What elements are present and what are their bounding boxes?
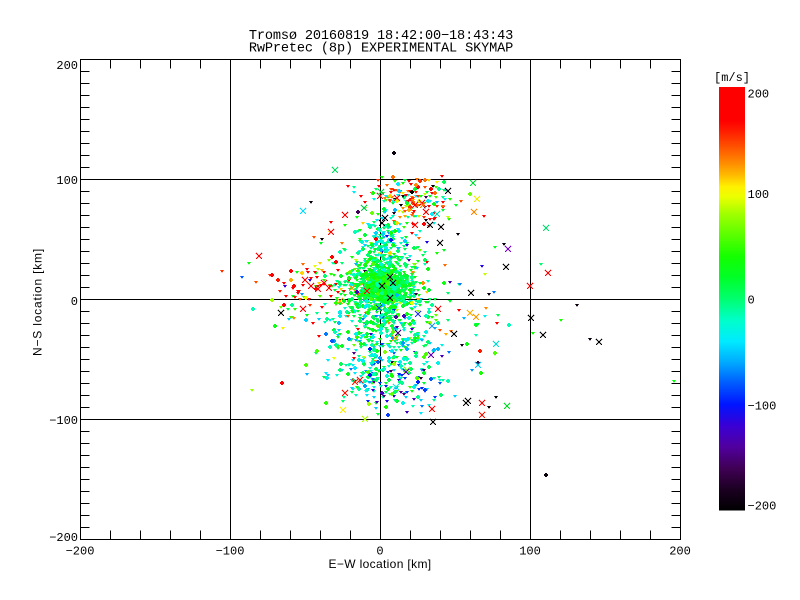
svg-text:Tromsø 20160819 18:42:00−18:43: Tromsø 20160819 18:42:00−18:43:43 (249, 29, 513, 44)
svg-text:RwPretec (8p) EXPERIMENTAL SKY: RwPretec (8p) EXPERIMENTAL SKYMAP (249, 42, 513, 57)
svg-text:−200: −200 (66, 545, 95, 559)
svg-text:−100: −100 (49, 414, 78, 428)
svg-text:−100: −100 (748, 399, 777, 413)
svg-text:[m/s]: [m/s] (714, 71, 750, 85)
svg-text:E−W location [km]: E−W location [km] (329, 557, 432, 571)
svg-text:−100: −100 (216, 545, 245, 559)
svg-text:−200: −200 (748, 500, 777, 514)
svg-text:100: 100 (748, 188, 770, 202)
svg-text:200: 200 (669, 545, 691, 559)
svg-text:100: 100 (519, 545, 541, 559)
svg-text:0: 0 (71, 295, 78, 309)
svg-text:−200: −200 (49, 531, 78, 545)
svg-text:200: 200 (56, 59, 78, 73)
svg-text:N−S location [km]: N−S location [km] (31, 248, 45, 356)
svg-text:100: 100 (56, 174, 78, 188)
svg-text:0: 0 (376, 545, 383, 559)
svg-text:200: 200 (748, 88, 770, 102)
svg-text:0: 0 (748, 294, 755, 308)
